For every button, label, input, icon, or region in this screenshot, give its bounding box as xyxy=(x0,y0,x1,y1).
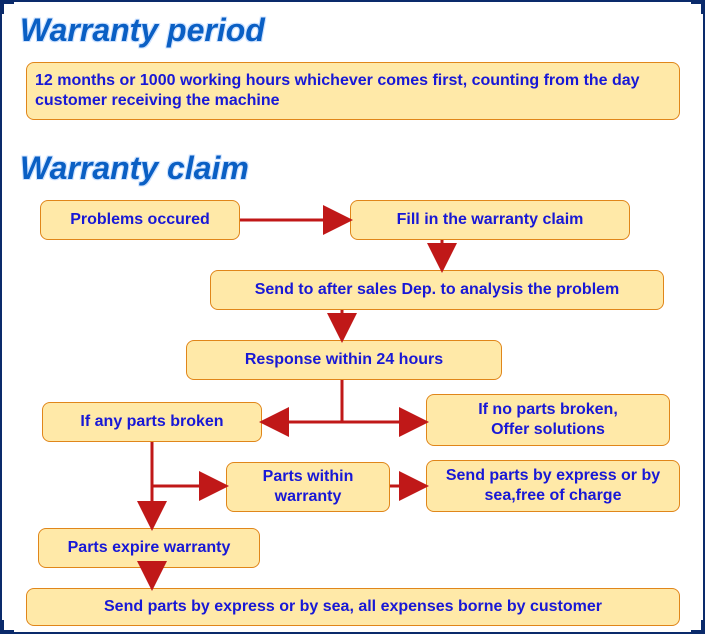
node-expire: Parts expire warranty xyxy=(38,528,260,568)
node-send-free: Send parts by express or by sea,free of … xyxy=(426,460,680,512)
node-send-dep: Send to after sales Dep. to analysis the… xyxy=(210,270,664,310)
h-period: Warranty period xyxy=(20,12,265,49)
node-parts-broken: If any parts broken xyxy=(42,402,262,442)
node-period-desc: 12 months or 1000 working hours whicheve… xyxy=(26,62,680,120)
node-send-customer: Send parts by express or by sea, all exp… xyxy=(26,588,680,626)
node-no-parts: If no parts broken,Offer solutions xyxy=(426,394,670,446)
node-response: Response within 24 hours xyxy=(186,340,502,380)
node-fill-claim: Fill in the warranty claim xyxy=(350,200,630,240)
node-problems: Problems occured xyxy=(40,200,240,240)
h-claim: Warranty claim xyxy=(20,150,249,187)
node-within-warranty: Parts within warranty xyxy=(226,462,390,512)
